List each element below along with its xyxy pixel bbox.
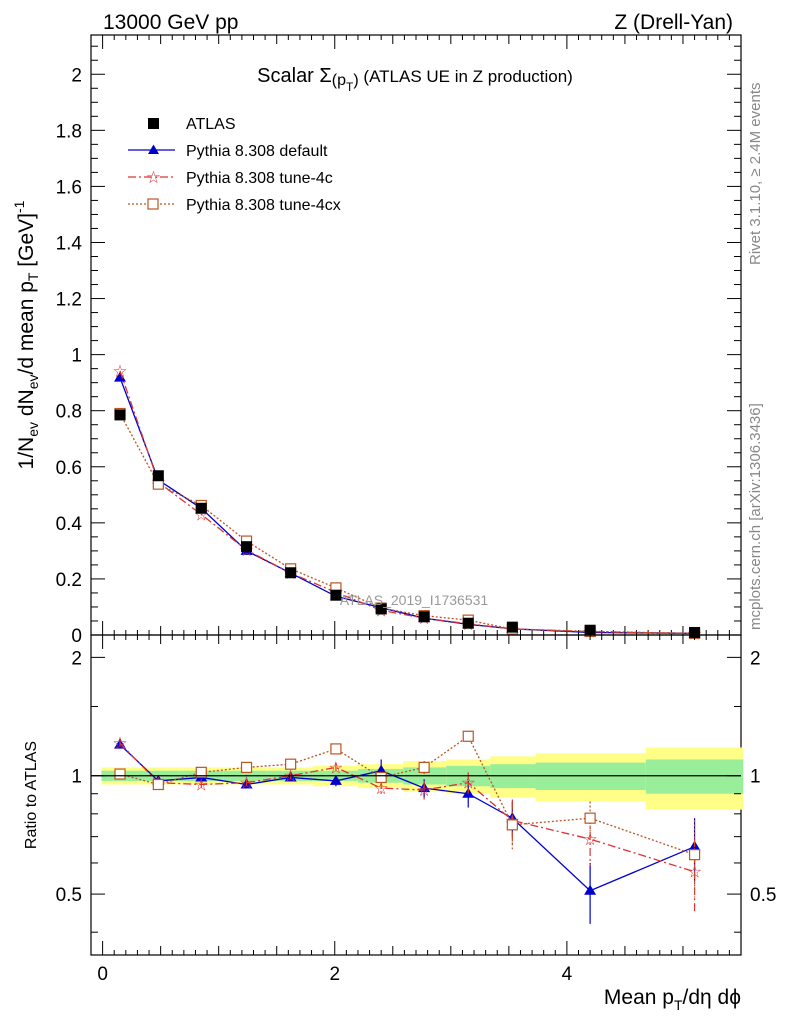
ratio-default-marker bbox=[329, 774, 342, 785]
atlas-data-point bbox=[418, 611, 430, 623]
ratio-line-tune4c bbox=[119, 742, 695, 873]
y-axis-title-ratio: Ratio to ATLAS bbox=[23, 741, 40, 849]
ratio-tune4cx-marker bbox=[195, 766, 207, 778]
y-tick-label: 0.2 bbox=[56, 570, 82, 591]
legend-default-marker bbox=[148, 144, 159, 154]
atlas-data-point bbox=[506, 621, 518, 633]
ratio-y-tick-label-right: 2 bbox=[750, 648, 761, 669]
header-right: Z (Drell-Yan) bbox=[614, 11, 733, 34]
legend-entry-atlas: ATLAS bbox=[148, 116, 236, 133]
x-tick-labels: 0 2 4 bbox=[97, 964, 572, 985]
ratio-tune4cx-marker bbox=[285, 758, 297, 770]
y-tick-label: 2 bbox=[71, 65, 82, 86]
y-tick-label: 1.4 bbox=[56, 233, 83, 254]
ratio-tune4cx-marker bbox=[240, 761, 253, 774]
main-axis-ticks: 0 0.2 0.4 0.6 0.8 1 1.2 1.4 1.6 1.8 2 bbox=[56, 35, 742, 647]
legend-tune4cx-label: Pythia 8.308 tune-4cx bbox=[186, 197, 341, 214]
atlas-data-point bbox=[114, 409, 126, 421]
ratio-tune4c-marker: ☆ bbox=[374, 779, 389, 798]
mcplots-credit-label: mcplots.cern.ch [arXiv:1306.3436] bbox=[747, 403, 764, 630]
atlas-data-point bbox=[375, 603, 387, 615]
y-tick-label: 1.8 bbox=[56, 121, 82, 142]
main-line-tune4cx bbox=[119, 413, 695, 634]
header-left: 13000 GeV pp bbox=[103, 11, 238, 34]
ratio-tune4cx-marker bbox=[506, 819, 518, 831]
atlas-data-point bbox=[241, 541, 253, 553]
main-line-tune4c bbox=[119, 370, 695, 635]
ratio-tune4c-marker: ☆ bbox=[239, 774, 254, 793]
ratio-line-tune4cx bbox=[119, 735, 695, 856]
ratio-tune4c-marker: ☆ bbox=[194, 775, 209, 794]
legend-entry-tune4cx: Pythia 8.308 tune-4cx bbox=[128, 197, 341, 214]
ratio-tune4c-marker: ☆ bbox=[687, 863, 702, 882]
main-line-default bbox=[119, 377, 695, 634]
ratio-tune4cx-marker bbox=[418, 761, 430, 774]
y-tick-label: 0.4 bbox=[56, 514, 83, 535]
y-axis-title-main: 1/Nev dNev/d mean pT [GeV]-1 bbox=[11, 200, 41, 469]
main-tune4c-marker: ☆ bbox=[112, 362, 127, 381]
legend-tune4c-marker: ☆ bbox=[146, 168, 161, 187]
x-tick-label: 0 bbox=[97, 964, 108, 985]
legend-atlas-label: ATLAS bbox=[186, 116, 236, 133]
legend-tune4cx-marker bbox=[147, 198, 159, 210]
atlas-data-point bbox=[330, 589, 342, 601]
ratio-tune4c-marker: ☆ bbox=[417, 781, 432, 800]
ratio-y-tick-label: 0.5 bbox=[56, 885, 82, 906]
ratio-tune4cx-marker bbox=[330, 743, 342, 755]
main-default-marker bbox=[114, 371, 127, 382]
legend-entry-tune4c: ☆ Pythia 8.308 tune-4c bbox=[128, 168, 333, 187]
ratio-y-tick-label-right: 0.5 bbox=[750, 885, 776, 906]
rivet-version-label: Rivet 3.1.10, ≥ 2.4M events bbox=[747, 83, 764, 266]
ratio-y-tick-label-right: 1 bbox=[750, 767, 761, 788]
ratio-tune4c-marker: ☆ bbox=[112, 734, 127, 753]
atlas-data-point bbox=[689, 626, 701, 638]
ratio-tune4c-marker: ☆ bbox=[461, 774, 476, 793]
main-series-layer: ☆☆☆☆☆☆☆☆☆☆☆☆ bbox=[112, 362, 702, 644]
ratio-tune4cx-marker bbox=[688, 849, 701, 861]
ratio-default-marker bbox=[584, 884, 597, 895]
ratio-tune4cx-marker bbox=[114, 768, 126, 780]
legend: ATLAS Pythia 8.308 default ☆ Pythia 8.30… bbox=[128, 116, 341, 214]
legend-entry-default: Pythia 8.308 default bbox=[128, 143, 328, 160]
ratio-tune4cx-marker bbox=[462, 730, 474, 742]
y-tick-label: 1.6 bbox=[56, 177, 82, 198]
atlas-data-point bbox=[152, 470, 164, 482]
ratio-y-tick-label: 2 bbox=[71, 648, 82, 669]
legend-tune4c-label: Pythia 8.308 tune-4c bbox=[186, 170, 333, 187]
ratio-y-tick-label: 1 bbox=[71, 767, 82, 788]
ratio-axis-ticks: 0.5 0.5 1 1 2 2 bbox=[56, 635, 776, 955]
plot-title: Scalar Σ(pT) (ATLAS UE in Z production) bbox=[257, 65, 573, 94]
y-tick-label: 1.2 bbox=[56, 290, 82, 311]
y-tick-label: 0.8 bbox=[56, 402, 82, 423]
y-tick-label: 0 bbox=[71, 626, 82, 647]
legend-default-label: Pythia 8.308 default bbox=[186, 143, 328, 160]
y-tick-label: 0.6 bbox=[56, 458, 82, 479]
x-axis-title: Mean pT/dη dϕ bbox=[604, 986, 741, 1013]
ratio-tune4cx-marker bbox=[152, 778, 164, 791]
x-tick-label: 4 bbox=[562, 964, 573, 985]
ratio-tune4cx-marker bbox=[584, 812, 596, 824]
atlas-data-point bbox=[195, 502, 207, 514]
ratio-tune4cx-marker bbox=[375, 771, 387, 784]
y-tick-label: 1 bbox=[71, 346, 82, 367]
band-inner-bin bbox=[645, 759, 744, 794]
x-tick-label: 2 bbox=[329, 964, 340, 985]
legend-atlas-marker bbox=[148, 118, 159, 129]
atlas-data-point bbox=[584, 624, 596, 636]
ratio-tune4c-marker: ☆ bbox=[582, 830, 597, 849]
analysis-watermark: ATLAS_2019_I1736531 bbox=[340, 592, 489, 608]
atlas-data-point bbox=[285, 567, 297, 579]
atlas-data-point bbox=[462, 617, 474, 629]
ratio-tune4c-marker: ☆ bbox=[328, 758, 343, 777]
